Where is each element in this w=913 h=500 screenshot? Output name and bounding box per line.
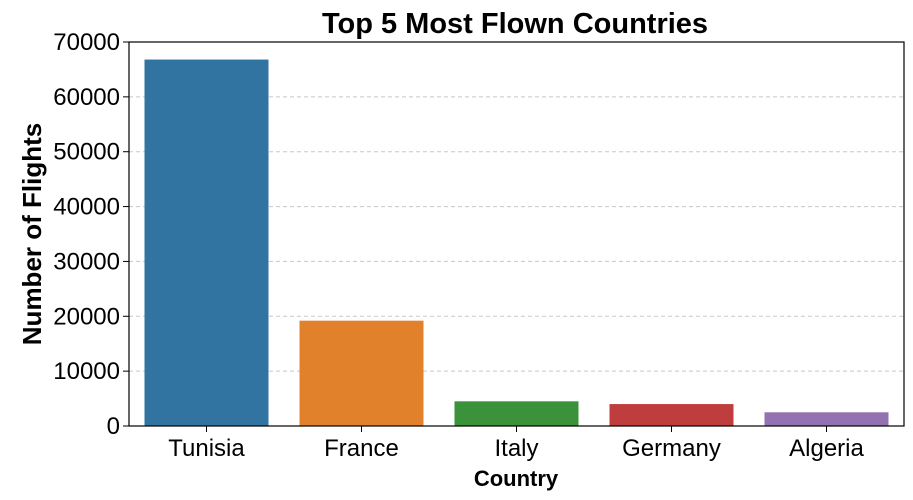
x-axis-ticks: Tunisia France Italy Germany Algeria	[168, 426, 865, 462]
y-tick-label: 50000	[53, 139, 120, 166]
bars	[144, 59, 889, 426]
bar-tunisia	[144, 59, 269, 426]
x-tick-label: Tunisia	[168, 435, 245, 462]
x-tick-label: Italy	[494, 435, 538, 462]
bar-algeria	[764, 412, 889, 426]
y-tick-label: 20000	[53, 303, 120, 330]
y-tick-label: 60000	[53, 84, 120, 111]
x-tick-label: France	[324, 435, 399, 462]
y-axis-ticks: 0 10000 20000 30000 40000 50000 60000 70000	[53, 29, 129, 440]
y-tick-label: 70000	[53, 29, 120, 56]
bar-italy	[454, 401, 579, 426]
bar-germany	[609, 404, 734, 426]
y-tick-label: 40000	[53, 194, 120, 221]
chart-title: Top 5 Most Flown Countries	[322, 8, 708, 40]
y-tick-label: 10000	[53, 358, 120, 385]
y-axis-title: Number of Flights	[17, 123, 47, 345]
x-tick-label: Algeria	[789, 435, 864, 462]
y-tick-label: 30000	[53, 248, 120, 275]
bar-france	[299, 320, 424, 426]
x-tick-label: Germany	[622, 435, 721, 462]
y-tick-label: 0	[107, 413, 120, 440]
x-axis-title: Country	[474, 466, 559, 491]
